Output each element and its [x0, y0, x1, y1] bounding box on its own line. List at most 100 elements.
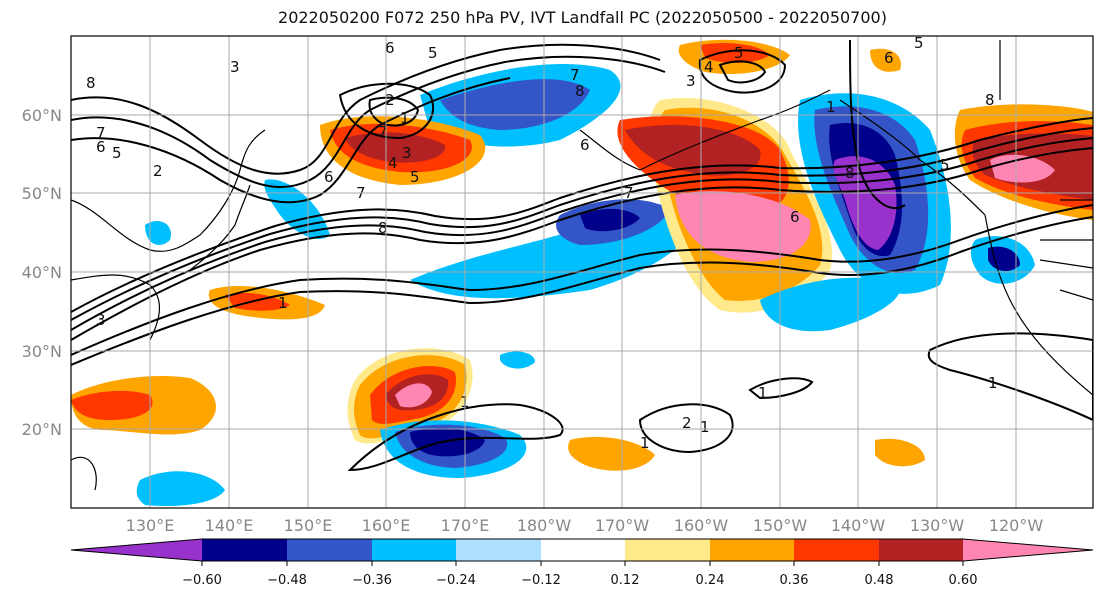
contour-label: 8: [575, 82, 585, 100]
contour-label: 5: [940, 156, 950, 174]
figure-title: 2022050200 F072 250 hPa PV, IVT Landfall…: [278, 8, 887, 27]
contour-label: 7: [96, 124, 106, 142]
colorbar-tick-label: 0.24: [696, 573, 725, 588]
lon-tick-label: 180°W: [517, 516, 572, 535]
shade-darkred-kamchatka: [345, 132, 446, 163]
lon-tick-label: 150°E: [284, 516, 333, 535]
contour-label: 1: [826, 98, 836, 116]
shade-darkred-aleutian: [625, 124, 761, 176]
contour-label: 1: [278, 294, 288, 312]
contour-label: 2: [682, 414, 692, 432]
contour-label: 3: [230, 58, 240, 76]
colorbar-tick-label: −0.60: [182, 573, 222, 588]
colorbar-segment: [456, 539, 541, 561]
colorbar-ticks: [201, 561, 964, 566]
shade-navy-midpacific: [580, 208, 640, 232]
colorbar-segment: [202, 539, 287, 561]
contour-label: 1: [400, 109, 410, 127]
contour-label: 5: [410, 168, 420, 186]
lon-tick-label: 170°W: [595, 516, 650, 535]
contour-label: 3: [96, 311, 106, 329]
shade-red-alaska-north: [700, 43, 770, 63]
lon-tick-label: 170°E: [441, 516, 490, 535]
lon-tick-label: 130°W: [910, 516, 965, 535]
lon-tick-label: 160°W: [674, 516, 729, 535]
contour-label: 5: [734, 44, 744, 62]
lat-tick-labels: 60°N 50°N 40°N 30°N 20°N: [22, 106, 62, 439]
contour-label: 6: [385, 39, 395, 57]
lat-tick-label: 20°N: [22, 420, 62, 439]
lat-tick-label: 30°N: [22, 342, 62, 361]
colorbar-segment: [287, 539, 372, 561]
lon-tick-label: 120°W: [989, 516, 1044, 535]
shade-orange-east-trop: [875, 438, 925, 467]
colorbar-tick-label: −0.12: [521, 573, 561, 588]
contour-label: 6: [884, 49, 894, 67]
contour-label: 4: [388, 154, 398, 172]
shade-pink-aleutian: [675, 191, 811, 262]
colorbar-segment: [372, 539, 456, 561]
colorbar-tick-label: 0.60: [949, 573, 978, 588]
shade-dark-blue-band: [440, 79, 590, 130]
lon-tick-labels: 130°E 140°E 150°E 160°E 170°E 180°W 170°…: [126, 516, 1044, 535]
contour-label: 3: [686, 72, 696, 90]
colorbar: −0.60 −0.48 −0.36 −0.24 −0.12 0.12 0.24 …: [70, 538, 1094, 588]
lon-tick-label: 160°E: [362, 516, 411, 535]
contour-label: 6: [790, 208, 800, 226]
contour-label: 5: [428, 44, 438, 62]
contour-label: 4: [704, 58, 714, 76]
coastlines: [71, 40, 1093, 491]
shade-pink-subtrop: [395, 383, 432, 408]
colorbar-tick-label: 0.48: [865, 573, 894, 588]
contour-label: 7: [570, 66, 580, 84]
colorbar-segment: [710, 539, 794, 561]
graticule: [71, 36, 1093, 508]
colorbar-segment: [963, 539, 1093, 561]
colorbar-tick-labels: −0.60 −0.48 −0.36 −0.24 −0.12 0.12 0.24 …: [182, 573, 977, 588]
contour-label: 1: [988, 374, 998, 392]
contour-label: 2: [153, 162, 163, 180]
colorbar-tick-label: −0.24: [436, 573, 476, 588]
shade-blue-sw-corner: [136, 471, 225, 507]
colorbar-segment: [625, 539, 710, 561]
shade-red-west-tropics: [71, 390, 153, 420]
map-frame: [70, 35, 1094, 509]
colorbar-tick-label: 0.12: [611, 573, 640, 588]
colorbar-segment: [541, 539, 625, 561]
lon-tick-label: 140°W: [831, 516, 886, 535]
shade-blue-southern-tongue: [760, 277, 901, 332]
contour-label: 5: [112, 144, 122, 162]
lon-tick-label: 130°E: [126, 516, 175, 535]
contour-label: 2: [385, 91, 395, 109]
lon-tick-label: 150°W: [753, 516, 808, 535]
contour-label: 3: [402, 144, 412, 162]
shade-blue-small-west: [145, 220, 171, 245]
contour-label: 6: [324, 168, 334, 186]
contour-label: 8: [86, 74, 96, 92]
lat-tick-label: 50°N: [22, 184, 62, 203]
lat-tick-label: 60°N: [22, 106, 62, 125]
contour-label: 8: [985, 91, 995, 109]
colorbar-tick-label: −0.48: [267, 573, 307, 588]
shade-navy-subtrop: [410, 428, 485, 457]
contour-label: 8: [845, 164, 855, 182]
lat-tick-label: 40°N: [22, 263, 62, 282]
contour-layer: [71, 39, 1093, 472]
map-content: 6 5 3 8 7 6 5 2 2 1 7 3 4 5 6 7 8 7 8 5: [71, 34, 1093, 508]
contour-label: 1: [700, 418, 710, 436]
contour-label: 8: [378, 219, 388, 237]
colorbar-segment: [879, 539, 963, 561]
shade-orange-central-trop: [568, 436, 655, 471]
colorbar-segment: [71, 539, 202, 561]
contour-label: 6: [580, 136, 590, 154]
contour-label: 1: [640, 434, 650, 452]
colorbar-tick-label: −0.36: [352, 573, 392, 588]
lon-tick-label: 140°E: [205, 516, 254, 535]
colorbar-tick-label: 0.36: [780, 573, 809, 588]
contour-label: 6: [96, 138, 106, 156]
contour-label: 5: [914, 34, 924, 52]
contour-label: 1: [758, 384, 768, 402]
contour-label: 7: [378, 123, 388, 141]
